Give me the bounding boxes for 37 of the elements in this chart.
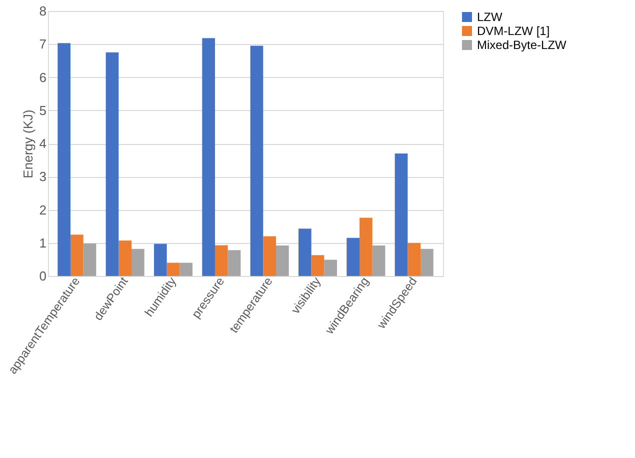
bar (420, 248, 434, 276)
legend-label: DVM-LZW [1] (477, 24, 550, 38)
bar (250, 46, 264, 276)
y-tick-label: 7 (39, 36, 46, 52)
legend-label: Mixed-Byte-LZW (477, 38, 568, 52)
bar (106, 52, 119, 276)
y-tick-label: 8 (39, 4, 46, 18)
y-tick-label: 2 (39, 202, 46, 218)
bar (263, 236, 276, 276)
bar (372, 246, 386, 276)
y-axis-title: Energy (KJ) (20, 110, 36, 178)
bar (154, 244, 167, 276)
y-tick-label: 6 (39, 70, 46, 85)
y-tick-label: 4 (39, 136, 46, 151)
bar (166, 262, 180, 276)
bar (214, 245, 228, 276)
bar (276, 246, 289, 276)
bar (202, 38, 215, 276)
bar (180, 262, 193, 276)
legend-label: LZW (477, 10, 504, 24)
bar (228, 250, 241, 276)
bar (70, 234, 84, 276)
y-tick-label: 0 (39, 268, 46, 284)
bar (324, 260, 338, 276)
bar (408, 242, 421, 276)
bar (118, 240, 132, 276)
bar (58, 43, 70, 276)
bar (131, 248, 144, 276)
bar (298, 228, 312, 276)
y-tick-label: 5 (39, 102, 46, 118)
bar (360, 218, 372, 276)
bar (346, 238, 360, 276)
y-tick-label: 3 (39, 169, 46, 184)
bar (394, 153, 408, 276)
bar (311, 255, 324, 276)
bar (83, 244, 96, 276)
y-tick-label: 1 (39, 235, 46, 250)
